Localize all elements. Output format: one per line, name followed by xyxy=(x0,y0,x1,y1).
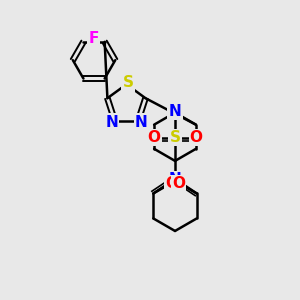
Text: O: O xyxy=(172,176,185,191)
Text: N: N xyxy=(169,103,182,118)
Text: N: N xyxy=(169,172,182,187)
Text: O: O xyxy=(165,176,178,191)
Text: S: S xyxy=(169,130,181,145)
Text: N: N xyxy=(135,115,148,130)
Text: O: O xyxy=(147,130,160,145)
Text: F: F xyxy=(88,32,99,46)
Text: O: O xyxy=(190,130,203,145)
Text: S: S xyxy=(122,75,134,90)
Text: N: N xyxy=(105,115,118,130)
